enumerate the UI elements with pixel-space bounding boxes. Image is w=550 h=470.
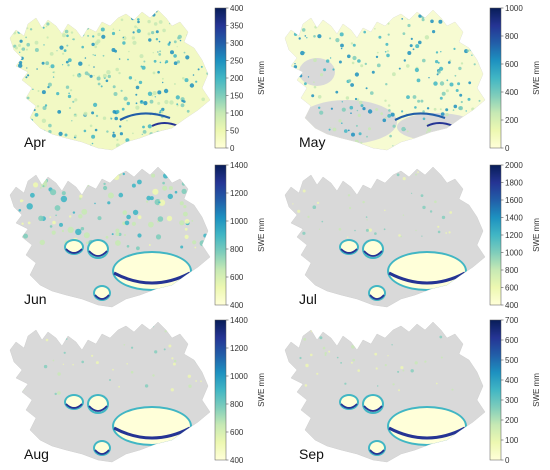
colorbar — [489, 164, 502, 306]
colorbar-tick-label: 1400 — [505, 214, 523, 223]
colorbar-tick-label: 350 — [230, 22, 244, 31]
colorbar-tick-label: 100 — [505, 436, 519, 445]
colorbar-tick-label: 150 — [230, 92, 244, 101]
colorbar-tick-label: 0 — [505, 456, 510, 465]
colorbar-tick-label: 800 — [505, 32, 519, 41]
iceland-map-sep: 0 100 200 300 400 500 600 700 SWE mm — [284, 316, 541, 465]
colorbar-tick-label: 1400 — [230, 161, 248, 170]
colorbar-tick-label: 1200 — [230, 344, 248, 353]
land-area — [284, 321, 486, 463]
colorbar — [214, 319, 227, 461]
map-panel-aug: 400 600 800 1000 1200 1400 SWE mm Aug — [2, 314, 277, 470]
colorbar-label: SWE mm — [532, 61, 541, 95]
month-label: Aug — [24, 446, 49, 462]
iceland-map-apr: 0 50 100 150 200 250 300 350 400 SWE mm — [9, 4, 266, 153]
map-panel-may: 0 200 400 600 800 1000 SWE mm May — [277, 2, 550, 158]
colorbar-tick-label: 400 — [505, 88, 519, 97]
colorbar-tick-label: 50 — [230, 127, 239, 136]
land-area — [284, 166, 486, 308]
colorbar-tick-label: 1000 — [505, 4, 523, 13]
map-panel-apr: 0 50 100 150 200 250 300 350 400 SWE mm Apr — [2, 2, 277, 158]
snow-cover-layer — [286, 323, 482, 456]
snow-cover-layer — [21, 323, 206, 456]
iceland-map-jul: 400 600 800 1000 1200 1400 1600 1800 2000 SWE mm — [284, 161, 541, 310]
colorbar-tick-label: 1200 — [505, 231, 523, 240]
colorbar-tick-label: 600 — [230, 273, 244, 282]
map-panel-sep: 0 100 200 300 400 500 600 700 SWE mm Sep — [277, 314, 550, 470]
colorbar-tick-label: 1200 — [230, 189, 248, 198]
colorbar-label: SWE mm — [257, 61, 266, 95]
colorbar-tick-label: 200 — [505, 116, 519, 125]
colorbar-tick-label: 700 — [505, 316, 519, 325]
month-label: Jul — [299, 291, 317, 307]
colorbar-tick-label: 400 — [230, 456, 244, 465]
colorbar-label: SWE mm — [257, 373, 266, 407]
colorbar-tick-label: 1000 — [230, 372, 248, 381]
colorbar-tick-label: 200 — [505, 416, 519, 425]
month-label: Jun — [24, 291, 47, 307]
colorbar-tick-label: 300 — [230, 39, 244, 48]
colorbar-tick-label: 600 — [505, 284, 519, 293]
snow-cover-layer — [291, 168, 477, 301]
colorbar-label: SWE mm — [532, 218, 541, 252]
colorbar-tick-label: 1000 — [230, 217, 248, 226]
map-panel-jul: 400 600 800 1000 1200 1400 1600 1800 2000 SWE mm J… — [277, 159, 550, 315]
colorbar-tick-label: 800 — [505, 266, 519, 275]
iceland-map-may: 0 200 400 600 800 1000 SWE mm — [284, 4, 541, 153]
colorbar-tick-label: 400 — [230, 4, 244, 13]
colorbar-tick-label: 800 — [230, 400, 244, 409]
colorbar-tick-label: 100 — [230, 109, 244, 118]
iceland-map-aug: 400 600 800 1000 1200 1400 SWE mm — [9, 316, 266, 465]
colorbar-tick-label: 0 — [505, 144, 510, 153]
month-label: May — [299, 134, 326, 150]
colorbar-tick-label: 2000 — [505, 161, 523, 170]
snow-cover-layer — [10, 167, 208, 301]
map-panel-jun: 400 600 800 1000 1200 1400 SWE mm Jun — [2, 159, 277, 315]
colorbar-tick-label: 300 — [505, 396, 519, 405]
colorbar-tick-label: 500 — [505, 356, 519, 365]
colorbar-tick-label: 250 — [230, 57, 244, 66]
colorbar-tick-label: 1600 — [505, 196, 523, 205]
colorbar-tick-label: 200 — [230, 74, 244, 83]
colorbar-tick-label: 800 — [230, 245, 244, 254]
colorbar-tick-label: 400 — [505, 376, 519, 385]
colorbar-tick-label: 400 — [505, 301, 519, 310]
colorbar — [214, 7, 227, 149]
month-label: Apr — [24, 134, 46, 150]
colorbar-tick-label: 600 — [230, 428, 244, 437]
colorbar-tick-label: 0 — [230, 144, 235, 153]
colorbar-label: SWE mm — [532, 373, 541, 407]
land-area — [9, 321, 211, 463]
colorbar-tick-label: 1800 — [505, 179, 523, 188]
month-label: Sep — [299, 446, 324, 462]
colorbar — [489, 319, 502, 461]
colorbar — [489, 7, 502, 149]
colorbar-tick-label: 600 — [505, 336, 519, 345]
colorbar-tick-label: 1000 — [505, 249, 523, 258]
colorbar-tick-label: 400 — [230, 301, 244, 310]
colorbar-label: SWE mm — [257, 218, 266, 252]
colorbar-tick-label: 1400 — [230, 316, 248, 325]
iceland-map-jun: 400 600 800 1000 1200 1400 SWE mm — [9, 161, 266, 310]
colorbar-tick-label: 600 — [505, 60, 519, 69]
colorbar — [214, 164, 227, 306]
